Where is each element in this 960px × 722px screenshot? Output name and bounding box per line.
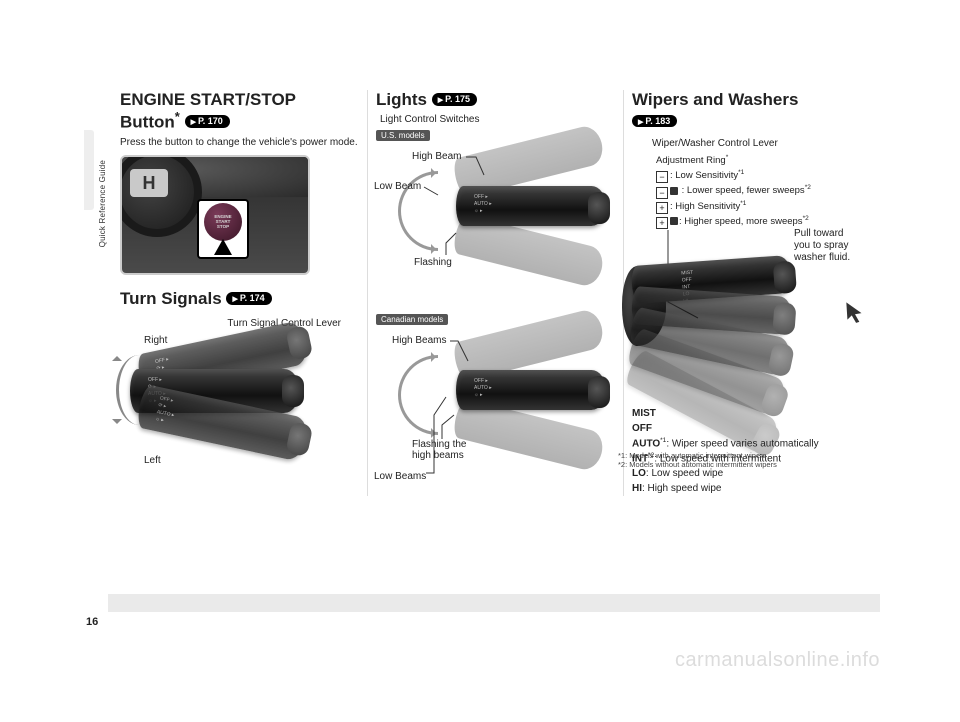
turn-lever-illustration: OFF ▸⟳ ▸AUTO ▸☼ ▸ OFF ▸⟳ ▸AUTO ▸☼ ▸ OFF … [120, 337, 320, 457]
adj-higher-speed-sup: *2 [803, 215, 809, 222]
engine-figure: H ENGINE START STOP [120, 155, 359, 275]
mode-hi-b: HI [632, 483, 642, 494]
mode-mist: MIST [632, 408, 656, 419]
callout-pointer-icon [214, 239, 232, 255]
mode-auto-b: AUTO [632, 438, 660, 449]
plus-box-icon-2: + [656, 217, 668, 229]
adjustment-ring-box: Adjustment Ring* −: Low Sensitivity*1 − … [656, 153, 872, 230]
wiper-figure: MISTOFFINTLOHI Pull toward you to spray … [632, 236, 872, 396]
minus-box-icon-2: − [656, 187, 668, 199]
ca-flashing-l1: Flashing the [412, 439, 466, 450]
pivot-arc-icon-2 [398, 355, 438, 435]
ca-high-beams-label: High Beams [392, 335, 446, 346]
plus-box-icon: + [656, 202, 668, 214]
canadian-models-badge: Canadian models [376, 314, 448, 325]
turn-heading-text: Turn Signals [120, 289, 222, 308]
turn-left-label: Left [144, 455, 161, 466]
adj-heading: Adjustment Ring [656, 155, 726, 166]
watermark: carmanualsonline.info [675, 649, 880, 672]
ca-flashing-label: Flashing the high beams [412, 439, 466, 462]
adj-lower-speed: : Lower speed, fewer sweeps [679, 186, 805, 197]
wipers-page-ref: P. 183 [632, 115, 677, 127]
us-flashing-label: Flashing [414, 257, 452, 268]
light-lever-us: OFF ▸AUTO ▸☼ ▸ [456, 186, 606, 226]
adj-low-sens-sup: *1 [738, 169, 744, 176]
page-number: 16 [86, 616, 98, 628]
turn-page-ref: P. 174 [226, 292, 271, 305]
column-engine-turn: ENGINE START/STOP Button* P. 170 Press t… [80, 90, 367, 496]
wipers-heading: Wipers and Washers [632, 90, 872, 110]
footnote-1: *1: Models with automatic intermittent w… [618, 451, 868, 461]
wipers-caption: Wiper/Washer Control Lever [652, 138, 872, 149]
bottom-bar [108, 594, 880, 612]
adj-lower-speed-sup: *2 [805, 184, 811, 191]
honda-logo-icon: H [130, 169, 168, 197]
us-low-beam-label: Low Beam [374, 181, 421, 192]
engine-button-illustration: H ENGINE START STOP [120, 155, 310, 275]
mode-hi-t: : High speed wipe [642, 483, 722, 494]
page-content: ENGINE START/STOP Button* P. 170 Press t… [80, 90, 880, 630]
lights-heading: Lights P. 175 [376, 90, 615, 110]
footnotes: *1: Models with automatic intermittent w… [618, 451, 868, 471]
turn-heading: Turn Signals P. 174 [120, 289, 359, 309]
lights-ca-figure: OFF ▸AUTO ▸☼ ▸ High Beams Flashing the h… [376, 335, 606, 485]
engine-start-stop-button-icon: ENGINE START STOP [204, 203, 242, 241]
engine-heading-asterisk: * [175, 109, 180, 124]
engine-heading-l2: Button [120, 112, 175, 131]
engine-heading-l1: ENGINE START/STOP [120, 90, 296, 109]
pull-l1: Pull toward [794, 228, 843, 239]
column-wipers: Wipers and Washers P. 183 Wiper/Washer C… [623, 90, 880, 496]
column-lights: Lights P. 175 Light Control Switches U.S… [367, 90, 623, 496]
adj-high-sens: : High Sensitivity [670, 201, 740, 212]
pull-toward-label: Pull toward you to spray washer fluid. [794, 228, 874, 264]
footnote-2: *2: Models without automatic intermitten… [618, 460, 868, 470]
us-models-badge: U.S. models [376, 130, 430, 141]
lights-caption: Light Control Switches [380, 114, 615, 125]
minus-box-icon: − [656, 171, 668, 183]
ca-low-beams-label: Low Beams [374, 471, 426, 482]
engine-heading: ENGINE START/STOP Button* P. 170 [120, 90, 359, 132]
pull-l2: you to spray [794, 240, 848, 251]
adj-low-sens: : Low Sensitivity [670, 170, 738, 181]
lights-page-ref: P. 175 [432, 93, 477, 106]
turn-signal-figure: Right OFF ▸⟳ ▸AUTO ▸☼ ▸ OFF ▸⟳ ▸AUTO ▸☼ … [120, 337, 359, 477]
engine-page-ref: P. 170 [185, 115, 230, 128]
drop-icon-2 [670, 217, 678, 225]
engine-btn-text-3: STOP [217, 225, 229, 230]
engine-desc: Press the button to change the vehicle's… [120, 136, 359, 150]
us-high-beam-label: High Beam [412, 151, 461, 162]
adj-heading-sup: * [726, 154, 729, 161]
ca-flashing-l2: high beams [412, 450, 464, 461]
pull-l3: washer fluid. [794, 252, 850, 263]
drop-icon [670, 187, 678, 195]
lights-us-figure: OFF ▸AUTO ▸☼ ▸ High Beam Low Beam Flashi… [376, 151, 606, 281]
light-lever-ca: OFF ▸AUTO ▸☼ ▸ [456, 370, 606, 410]
pull-arrow-icon [842, 298, 868, 324]
adj-higher-speed: : Higher speed, more sweeps [679, 216, 803, 227]
adj-high-sens-sup: *1 [740, 200, 746, 207]
lights-heading-text: Lights [376, 90, 427, 109]
mode-off: OFF [632, 423, 652, 434]
wipers-heading-text: Wipers and Washers [632, 90, 798, 109]
